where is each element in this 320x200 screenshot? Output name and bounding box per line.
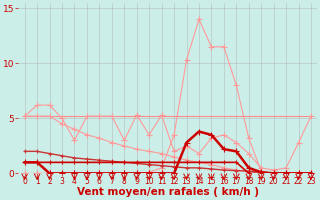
X-axis label: Vent moyen/en rafales ( km/h ): Vent moyen/en rafales ( km/h )	[77, 187, 259, 197]
